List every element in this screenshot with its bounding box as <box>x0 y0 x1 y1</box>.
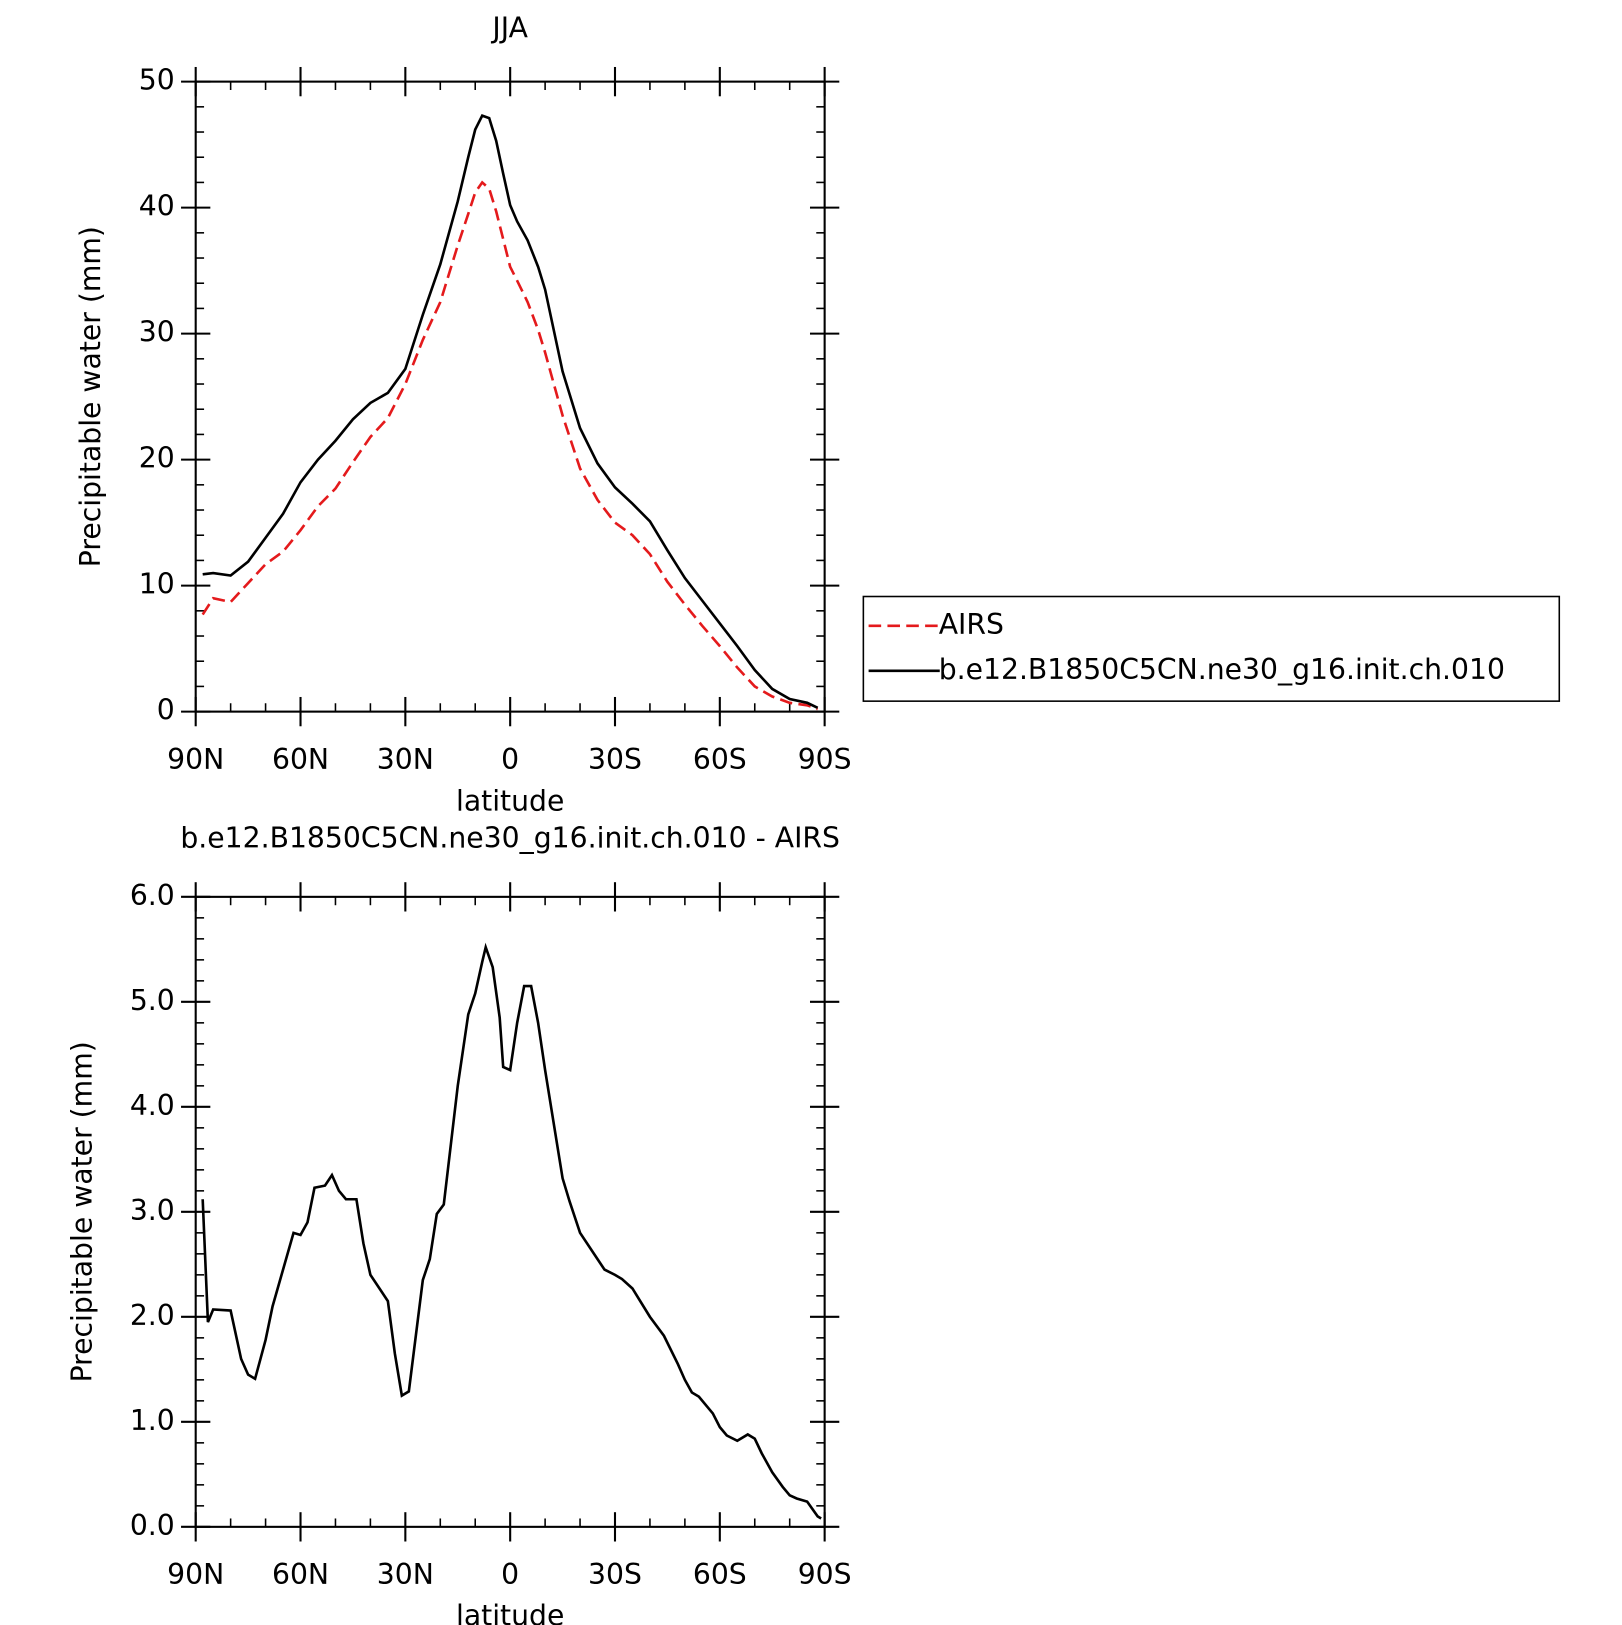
x-tick-label: 30S <box>588 743 642 776</box>
data-line <box>202 114 819 710</box>
chart-title: JJA <box>490 11 528 44</box>
y-tick-label: 30 <box>139 316 175 349</box>
y-tick-label: 2.0 <box>130 1299 175 1332</box>
x-tick-label: 60S <box>693 743 747 776</box>
plot-frame <box>194 895 826 1528</box>
y-axis-label: Precipitable water (mm) <box>66 1041 99 1382</box>
y-axis-label: Precipitable water (mm) <box>74 226 107 567</box>
y-tick-label: 1.0 <box>130 1404 175 1437</box>
plot-frame <box>194 80 826 713</box>
x-tick-label: 90S <box>798 1558 852 1591</box>
x-tick-label: 0 <box>501 1558 519 1591</box>
y-tick-label: 40 <box>139 190 175 223</box>
x-tick-label: 90N <box>167 743 224 776</box>
y-tick-label: 50 <box>139 64 175 97</box>
legend-box <box>862 595 1561 702</box>
y-tick-label: 5.0 <box>130 984 175 1017</box>
chart-title: b.e12.B1850C5CN.ne30_g16.init.ch.010 - A… <box>180 821 840 854</box>
y-tick-label: 4.0 <box>130 1089 175 1122</box>
y-tick-label: 0.0 <box>130 1509 175 1542</box>
plot-area: JJA latitude Precipitable water (mm) 0 10 20 3… <box>66 11 1561 1625</box>
x-tick-label: 30N <box>377 1558 434 1591</box>
x-tick-label: 60N <box>272 743 329 776</box>
x-axis-label: latitude <box>456 785 564 818</box>
x-tick-label: 90N <box>167 1558 224 1591</box>
legend-label: AIRS <box>939 608 1004 641</box>
y-tick-label: 20 <box>139 442 175 475</box>
x-tick-label: 30S <box>588 1558 642 1591</box>
data-line <box>201 180 819 711</box>
x-tick-label: 60S <box>693 1558 747 1591</box>
y-tick-label: 10 <box>139 568 175 601</box>
y-tick-label: 6.0 <box>130 879 175 912</box>
x-tick-label: 30N <box>377 743 434 776</box>
x-axis-label: latitude <box>456 1599 564 1625</box>
x-tick-label: 90S <box>798 743 852 776</box>
y-tick-label: 3.0 <box>130 1194 175 1227</box>
data-line <box>201 942 822 1520</box>
legend-label: b.e12.B1850C5CN.ne30_g16.init.ch.010 <box>939 653 1505 686</box>
x-tick-label: 60N <box>272 1558 329 1591</box>
x-tick-label: 0 <box>501 743 519 776</box>
y-tick-label: 0 <box>157 694 175 727</box>
